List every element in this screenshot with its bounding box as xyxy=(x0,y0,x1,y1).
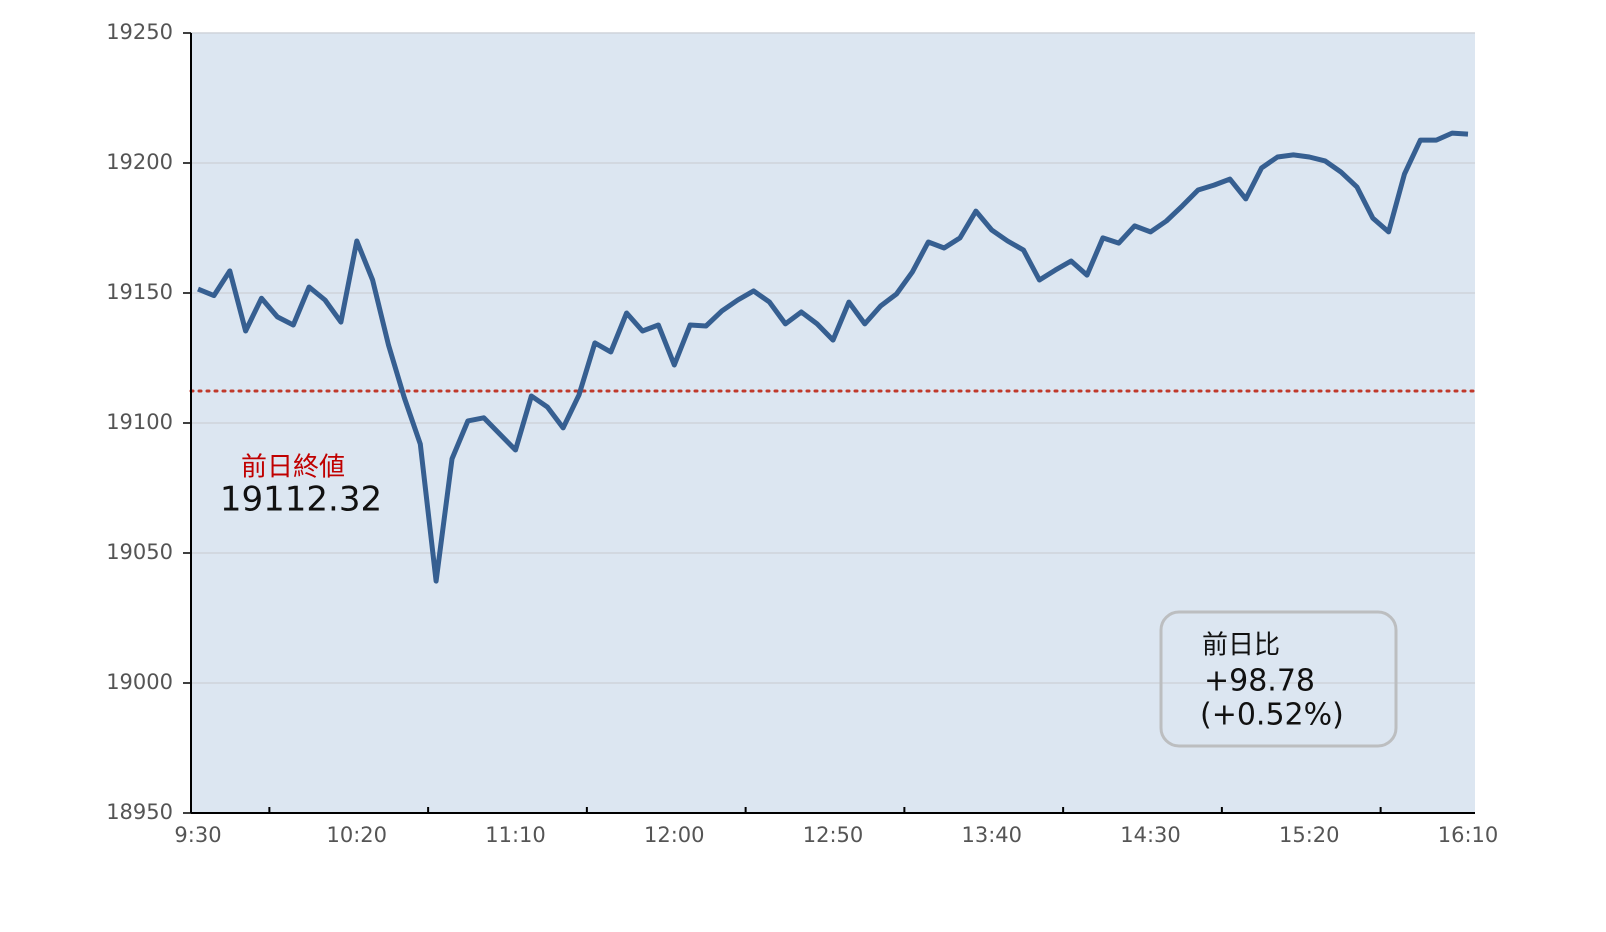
x-tick-label: 10:20 xyxy=(326,823,387,847)
x-tick-label: 16:10 xyxy=(1438,823,1499,847)
change-value: +98.78 xyxy=(1204,664,1315,699)
price-line xyxy=(197,130,1469,584)
x-tick-label: 13:40 xyxy=(961,823,1022,847)
x-tick-label: 15:20 xyxy=(1279,823,1340,847)
change-percent: (+0.52%) xyxy=(1200,698,1344,733)
y-tick-label: 19050 xyxy=(106,540,173,564)
change-box xyxy=(1159,610,1398,748)
change-title: 前日比 xyxy=(1202,631,1280,661)
y-tick-label: 19150 xyxy=(106,280,173,304)
x-tick-label: 12:00 xyxy=(644,823,705,847)
y-tick-label: 19250 xyxy=(106,20,173,44)
reference-label: 前日終値 xyxy=(241,453,345,483)
y-tick-label: 18950 xyxy=(106,800,173,824)
x-tick-label: 9:30 xyxy=(174,823,221,847)
reference-value: 19112.32 xyxy=(220,480,382,520)
x-tick-label: 12:50 xyxy=(803,823,864,847)
x-tick-label: 11:10 xyxy=(485,823,546,847)
y-tick-label: 19200 xyxy=(106,150,173,174)
y-tick-label: 19100 xyxy=(106,410,173,434)
y-tick-label: 19000 xyxy=(106,670,173,694)
x-tick-label: 14:30 xyxy=(1120,823,1181,847)
